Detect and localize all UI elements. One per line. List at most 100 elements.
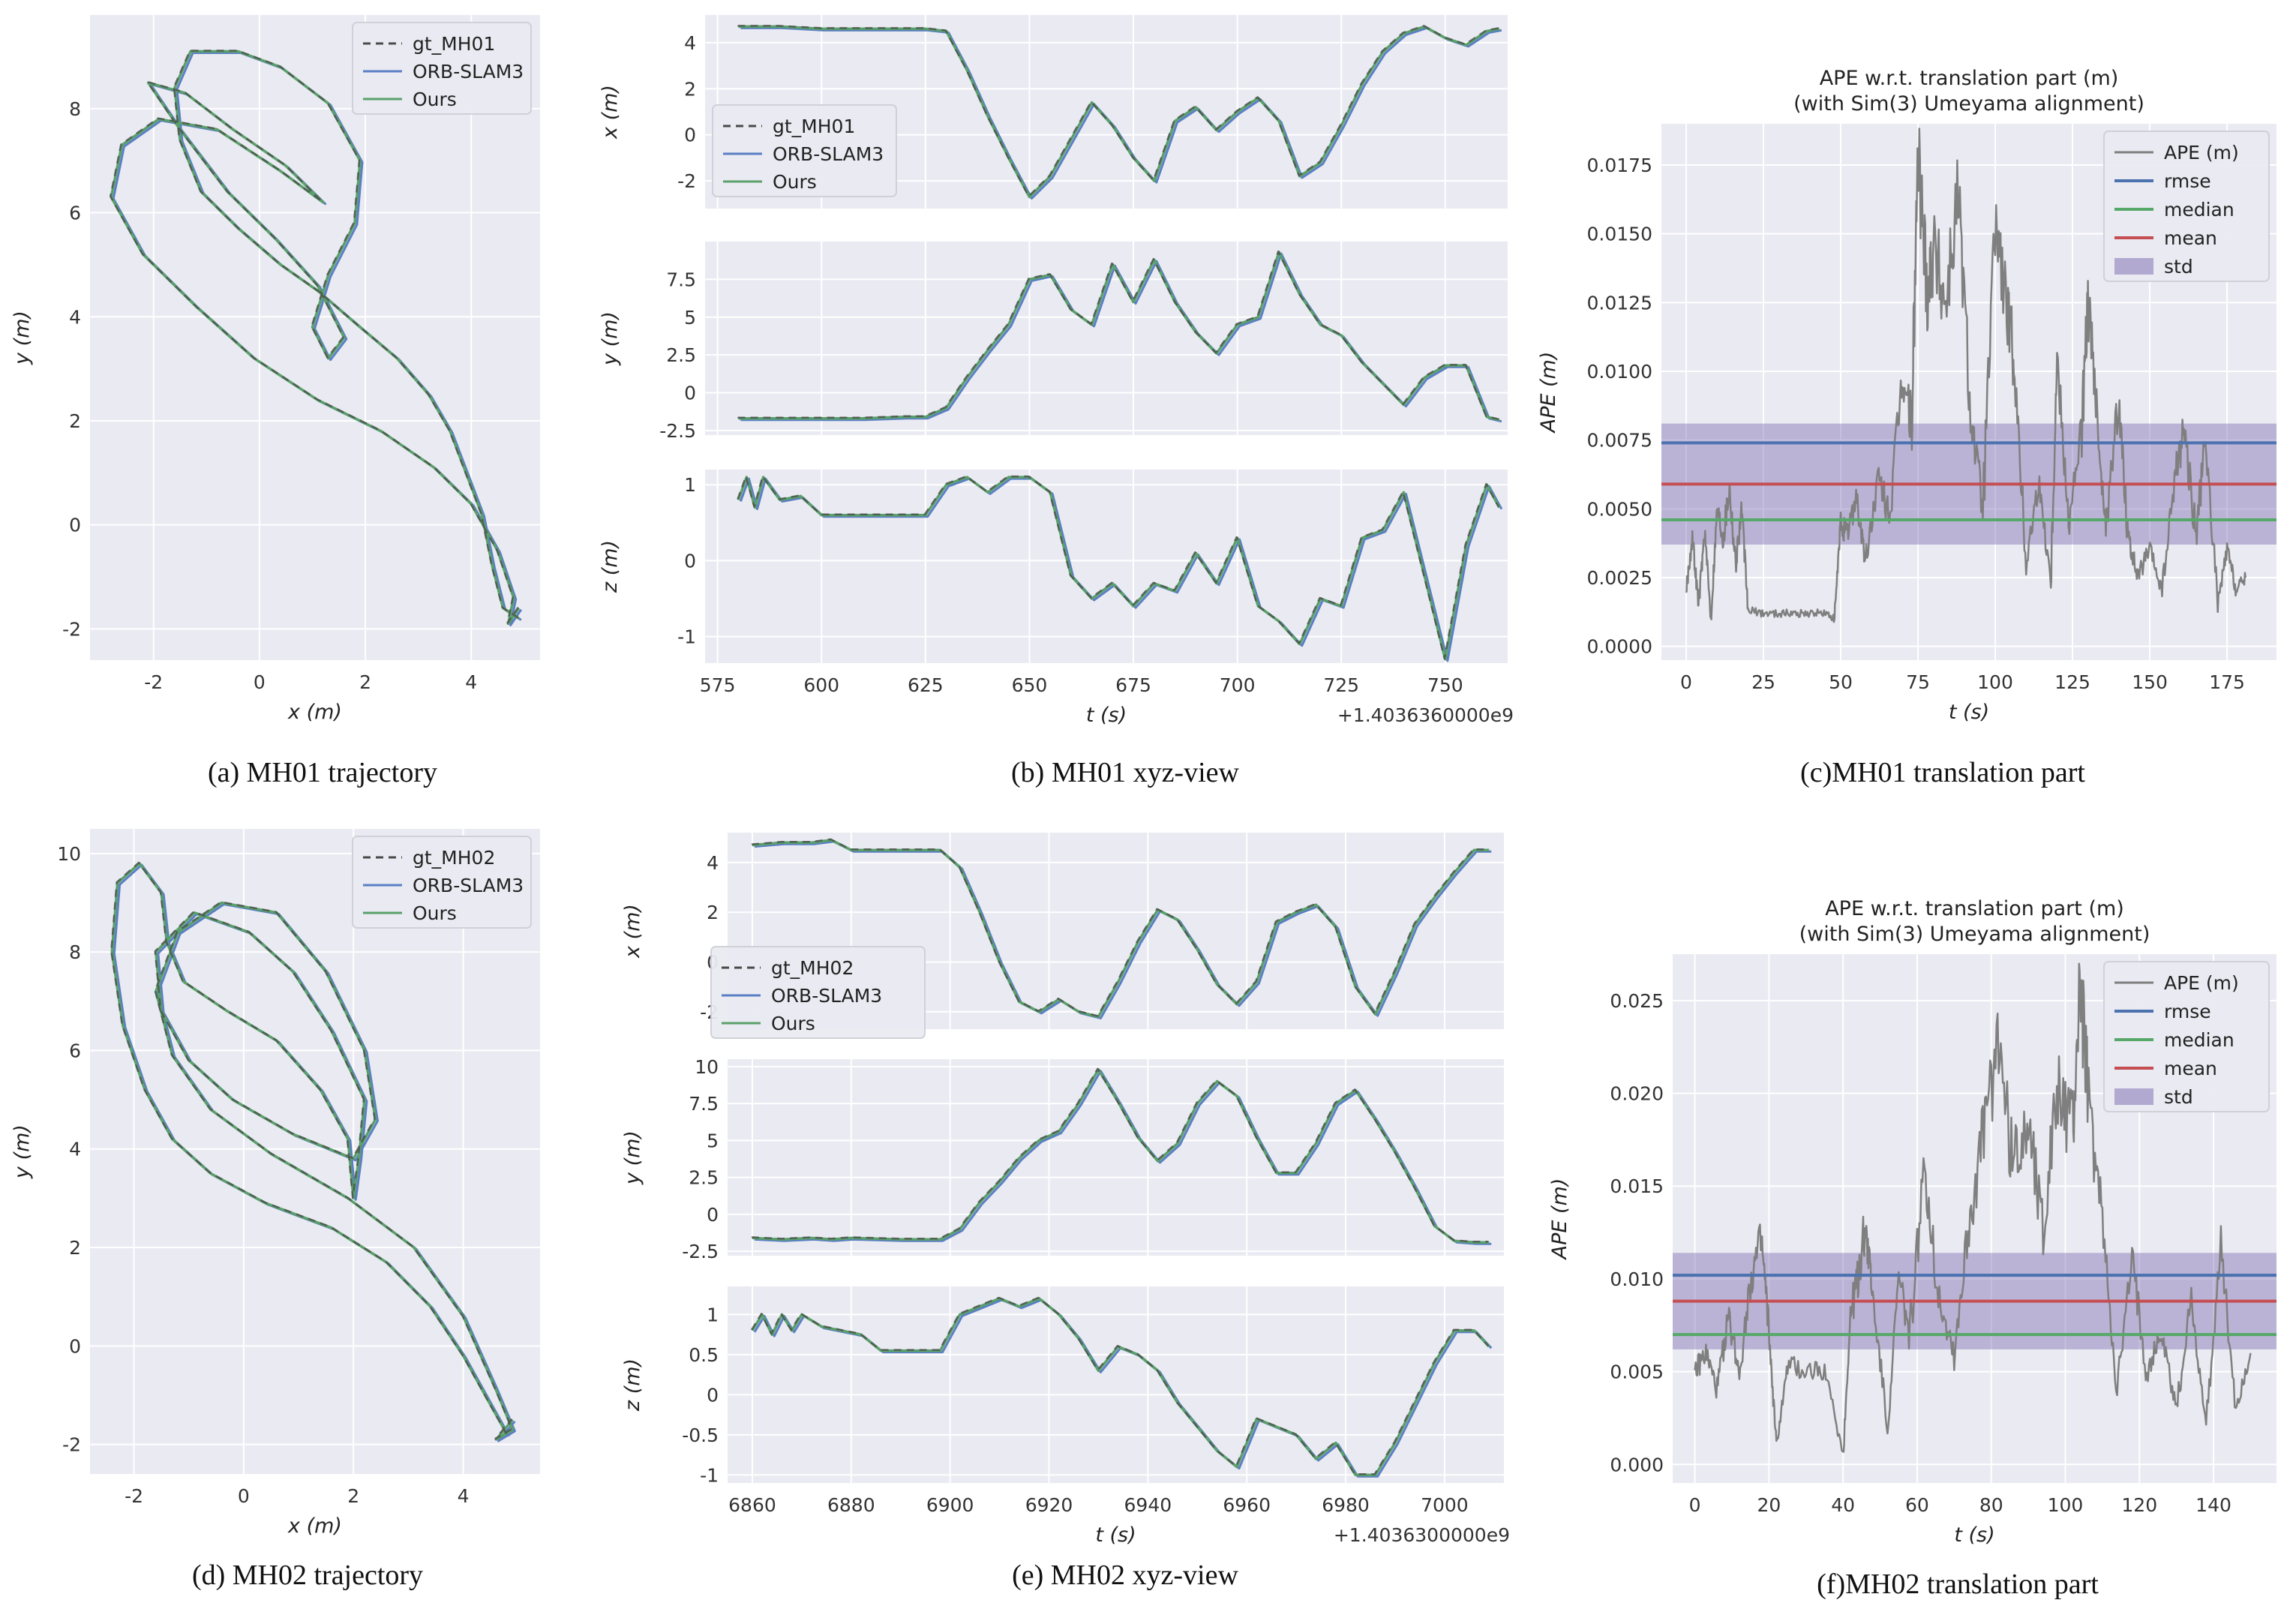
caption-f: (f)MH02 translation part bbox=[1817, 1568, 2099, 1600]
chart-f-xtick-label: 40 bbox=[1831, 1494, 1855, 1516]
chart-d-ytick-label: 4 bbox=[69, 1139, 81, 1160]
chart-c-subtitle: (with Sim(3) Umeyama alignment) bbox=[1793, 92, 2144, 116]
chart-e-sub2-xtick-label: 6900 bbox=[926, 1494, 974, 1516]
chart-d-ytick-label: 8 bbox=[69, 941, 81, 963]
chart-d-xtick-label: 0 bbox=[238, 1485, 250, 1507]
chart-c-legend-label: median bbox=[2164, 199, 2234, 221]
chart-a-xtick-label: 0 bbox=[254, 671, 266, 693]
chart-b-sub1-ytick-label: 2.5 bbox=[666, 344, 696, 366]
chart-f-ytick-label: 0.015 bbox=[1610, 1175, 1664, 1197]
chart-e-sub2-ytick-label: 0.5 bbox=[689, 1344, 719, 1366]
chart-c-legend-label: APE (m) bbox=[2164, 142, 2239, 164]
chart-e-sub2-ytick-label: -0.5 bbox=[682, 1424, 719, 1446]
chart-c-legend-label: rmse bbox=[2164, 170, 2211, 192]
chart-e-sub2-xtick-label: 7000 bbox=[1421, 1494, 1469, 1516]
chart-b-sub2-xtick-label: 700 bbox=[1220, 674, 1256, 696]
chart-e-offset-label: +1.4036300000e9 bbox=[1334, 1524, 1510, 1546]
caption-d: (d) MH02 trajectory bbox=[192, 1559, 423, 1591]
chart-b-sub1-plot-area bbox=[705, 242, 1508, 435]
chart-b-sub2-xtick-label: 600 bbox=[803, 674, 839, 696]
chart-f-xlabel: t (s) bbox=[1954, 1523, 1994, 1547]
chart-e-sub1-plot-area bbox=[728, 1059, 1504, 1256]
caption-c: (c)MH01 translation part bbox=[1800, 757, 2085, 788]
chart-e-sub2-plot-area bbox=[728, 1286, 1504, 1483]
chart-a-xtick-label: 2 bbox=[359, 671, 371, 693]
chart-b-legend-label: Ours bbox=[773, 171, 817, 193]
chart-a-legend-label: Ours bbox=[413, 89, 457, 110]
chart-c-legend-swatch bbox=[2114, 258, 2153, 275]
chart-c-xtick-label: 100 bbox=[1977, 671, 2013, 693]
chart-b-sub1-ytick-label: 5 bbox=[684, 307, 696, 329]
chart-b-sub1-series-gt bbox=[737, 250, 1499, 421]
chart-c-ytick-label: 0.0125 bbox=[1587, 292, 1652, 314]
chart-f-series-ape bbox=[1694, 962, 2252, 1453]
chart-f-mh02-translation-part: APE w.r.t. translation part (m) (with Sim… bbox=[1548, 897, 2276, 1547]
chart-b-sub2-xtick-label: 650 bbox=[1012, 674, 1048, 696]
chart-d-legend-label: gt_MH02 bbox=[413, 847, 495, 869]
chart-e-sub1-ylabel: y (m) bbox=[621, 1130, 644, 1185]
caption-b: (b) MH01 xyz-view bbox=[1011, 757, 1239, 788]
chart-f-title: APE w.r.t. translation part (m) bbox=[1825, 897, 2124, 920]
chart-f-legend-swatch bbox=[2114, 1088, 2153, 1105]
chart-a-ylabel: y (m) bbox=[11, 311, 34, 365]
chart-b-mh01-xyz-view: -2 0 2 4 x (m) -2.5 0 2.5 5 7.5 y (m) 575 600 625 650 6… bbox=[599, 15, 1514, 727]
chart-e-sub2-xtick-label: 6960 bbox=[1223, 1494, 1271, 1516]
chart-b-sub1-ytick-label: 0 bbox=[684, 383, 696, 404]
chart-d-legend-label: Ours bbox=[413, 902, 457, 924]
chart-c-xtick-label: 75 bbox=[1906, 671, 1930, 693]
chart-e-sub0-ytick-label: 4 bbox=[707, 852, 719, 874]
chart-c-ytick-label: 0.0150 bbox=[1587, 224, 1652, 245]
chart-d-legend-label: ORB-SLAM3 bbox=[413, 875, 524, 896]
chart-b-sub0-ytick-label: 0 bbox=[684, 125, 696, 146]
chart-e-sub1-ytick-label: 5 bbox=[707, 1130, 719, 1151]
chart-d-ytick-label: 6 bbox=[69, 1040, 81, 1061]
chart-f-xtick-label: 120 bbox=[2121, 1494, 2157, 1516]
caption-e: (e) MH02 xyz-view bbox=[1012, 1559, 1238, 1591]
chart-c-ytick-label: 0.0000 bbox=[1587, 636, 1652, 658]
chart-e-sub2-xtick-label: 6860 bbox=[728, 1494, 776, 1516]
chart-b-sub2-ylabel: z (m) bbox=[599, 540, 622, 593]
chart-b-sub2-xtick-label: 725 bbox=[1323, 674, 1359, 696]
chart-c-xtick-label: 175 bbox=[2209, 671, 2245, 693]
chart-f-xtick-label: 20 bbox=[1757, 1494, 1781, 1516]
chart-e-sub0-ytick-label: 2 bbox=[707, 902, 719, 923]
chart-c-xtick-label: 25 bbox=[1751, 671, 1775, 693]
chart-c-xtick-label: 125 bbox=[2054, 671, 2090, 693]
chart-b-xlabel: t (s) bbox=[1086, 704, 1127, 727]
chart-c-xlabel: t (s) bbox=[1949, 701, 1989, 724]
chart-c-mh01-translation-part: APE w.r.t. translation part (m)(with Sim… bbox=[1537, 67, 2276, 724]
chart-b-sub2-xtick-label: 750 bbox=[1427, 674, 1463, 696]
chart-a-mh01-trajectory: -2 0 2 4 -2 0 2 4 6 8 x (m) y (m) gt_MH01 ORB-SLAM3 Ou… bbox=[11, 15, 540, 724]
chart-c-ytick-label: 0.0025 bbox=[1587, 567, 1652, 589]
chart-f-legend-label: std bbox=[2164, 1086, 2193, 1108]
chart-b-legend-label: ORB-SLAM3 bbox=[773, 143, 884, 165]
chart-c-ytick-label: 0.0100 bbox=[1587, 361, 1652, 383]
chart-a-ytick-label: 4 bbox=[69, 306, 81, 328]
chart-f-legend-box bbox=[2103, 961, 2270, 1112]
chart-e-sub1-ytick-label: 2.5 bbox=[689, 1167, 719, 1189]
chart-f-ytick-label: 0.025 bbox=[1610, 990, 1664, 1012]
chart-c-ylabel: APE (m) bbox=[1537, 352, 1560, 434]
caption-a: (a) MH01 trajectory bbox=[208, 757, 437, 788]
chart-c-ytick-label: 0.0075 bbox=[1587, 430, 1652, 452]
chart-e-sub1-ytick-label: 0 bbox=[707, 1204, 719, 1226]
chart-a-legend-label: gt_MH01 bbox=[413, 33, 495, 55]
chart-d-mh02-trajectory: -2 0 2 4 -2 0 2 4 6 8 10 x (m) y (m) gt_MH02 ORB-SLAM3… bbox=[11, 829, 540, 1538]
chart-a-ytick-label: 2 bbox=[69, 410, 81, 432]
chart-f-ytick-label: 0.020 bbox=[1610, 1083, 1664, 1105]
chart-f-ytick-label: 0.010 bbox=[1610, 1268, 1664, 1290]
chart-d-xtick-label: -2 bbox=[125, 1485, 143, 1507]
chart-e-sub2-series-gt bbox=[750, 1296, 1490, 1475]
chart-b-sub0-ytick-label: 2 bbox=[684, 78, 696, 100]
chart-f-subtitle: (with Sim(3) Umeyama alignment) bbox=[1799, 923, 2150, 946]
chart-a-ytick-label: 8 bbox=[69, 98, 81, 120]
chart-e-legend-label: gt_MH02 bbox=[771, 957, 854, 979]
chart-e-sub2-ytick-label: -1 bbox=[700, 1464, 719, 1486]
chart-f-xtick-label: 80 bbox=[1979, 1494, 2003, 1516]
chart-c-ytick-label: 0.0175 bbox=[1587, 155, 1652, 176]
chart-a-legend-label: ORB-SLAM3 bbox=[413, 61, 524, 83]
chart-e-sub2-ytick-label: 1 bbox=[707, 1304, 719, 1325]
chart-d-ytick-label: 2 bbox=[69, 1237, 81, 1259]
chart-f-ytick-label: 0.000 bbox=[1610, 1454, 1664, 1475]
chart-a-xlabel: x (m) bbox=[287, 701, 342, 724]
